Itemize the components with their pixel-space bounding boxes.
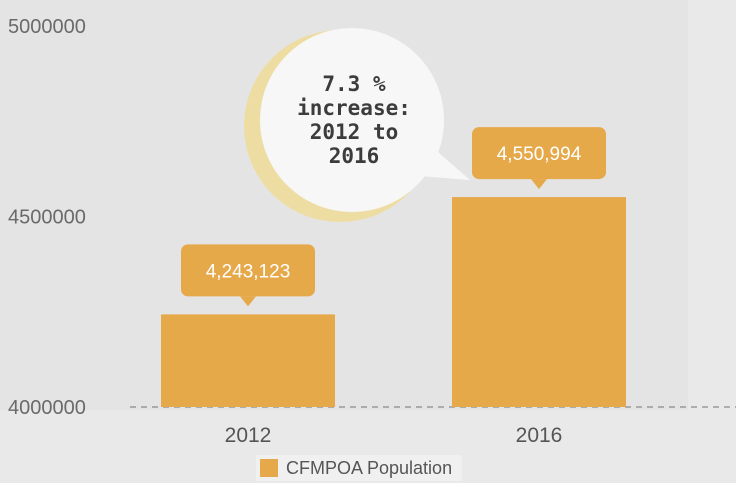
callout-bubble xyxy=(260,28,444,212)
x-category-label: 2012 xyxy=(225,424,272,447)
callout-text-line: 2016 xyxy=(329,144,380,168)
y-tick-label: 4500000 xyxy=(8,207,86,229)
callout-text-line: 2012 to xyxy=(310,120,399,144)
data-label: 4,243,123 xyxy=(206,261,291,282)
bar xyxy=(452,197,626,407)
bar xyxy=(161,314,335,407)
callout-text-line: 7.3 % xyxy=(322,72,386,96)
data-label-bubble xyxy=(472,127,606,180)
data-label-pointer xyxy=(240,296,256,307)
legend-swatch xyxy=(260,459,278,477)
y-tick-label: 4000000 xyxy=(8,397,86,419)
y-tick-label: 5000000 xyxy=(8,16,86,38)
legend-label: CFMPOA Population xyxy=(286,457,453,478)
legend: CFMPOA Population xyxy=(256,455,463,481)
data-label-bubble xyxy=(181,244,315,297)
callout-text-line: increase: xyxy=(297,96,411,120)
data-label: 4,550,994 xyxy=(497,144,582,165)
x-category-label: 2016 xyxy=(516,424,563,447)
data-label-pointer xyxy=(531,179,547,190)
